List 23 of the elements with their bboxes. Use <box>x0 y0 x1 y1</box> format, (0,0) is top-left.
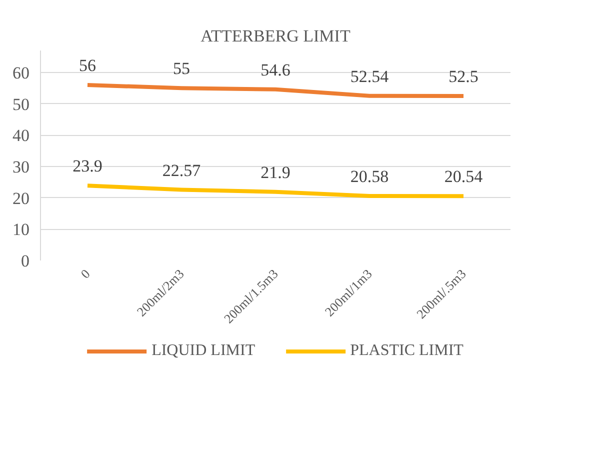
line-series <box>86 184 466 198</box>
y-tick-label: 50 <box>12 94 30 114</box>
y-tick-label: 60 <box>12 63 30 82</box>
data-label: 21.9 <box>260 162 290 182</box>
line-series <box>86 82 466 98</box>
legend-label: LIQUID LIMIT <box>152 342 256 360</box>
data-label: 22.57 <box>162 160 202 180</box>
y-tick-label: 10 <box>12 220 30 240</box>
chart-title: ATTERBERG LIMIT <box>200 26 351 46</box>
y-tick-label: 20 <box>12 188 30 208</box>
data-label: 52.5 <box>448 66 478 86</box>
data-label: 20.54 <box>444 167 484 186</box>
data-label: 55 <box>173 59 190 78</box>
data-label: 23.9 <box>72 156 102 176</box>
data-label: 20.58 <box>350 166 389 186</box>
y-tick-label: 40 <box>12 126 30 146</box>
y-tick-label: 0 <box>21 252 30 270</box>
data-label: 56 <box>79 56 96 75</box>
legend-label: PLASTIC LIMIT <box>350 342 464 360</box>
x-tick-label: 0 <box>78 266 93 282</box>
data-label: 52.54 <box>350 66 390 86</box>
y-tick-label: 30 <box>12 157 30 176</box>
data-label: 54.6 <box>260 60 290 80</box>
